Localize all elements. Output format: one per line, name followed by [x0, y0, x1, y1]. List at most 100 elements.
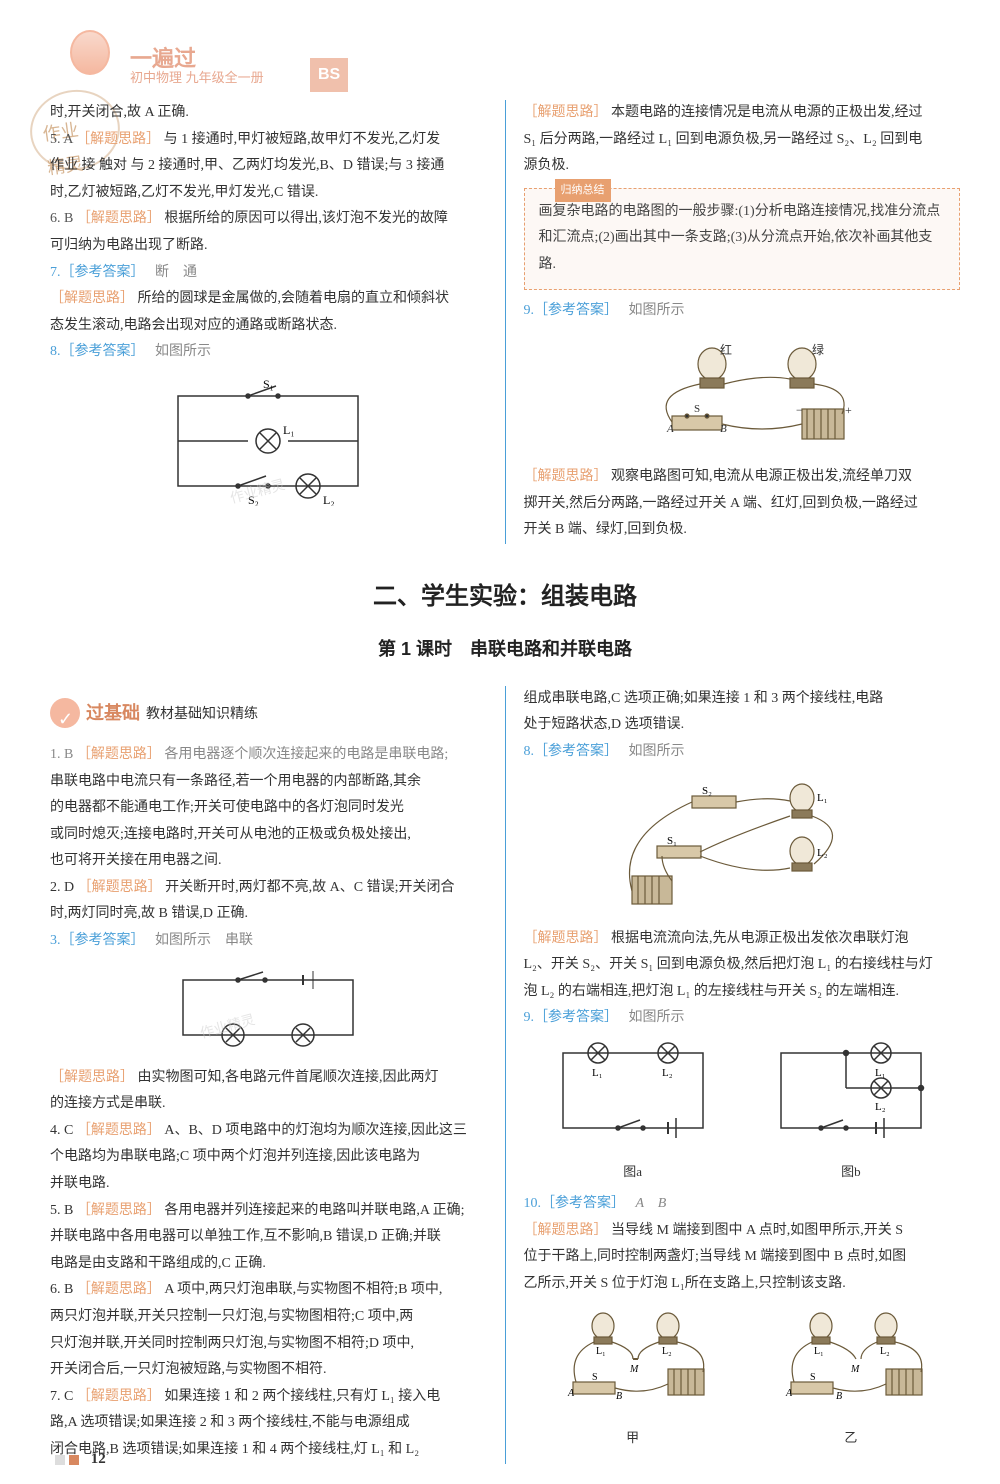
- dual-apparatus-figs: L₁ L₂ M A S B 甲: [524, 1304, 961, 1451]
- svg-text:M: M: [629, 1364, 639, 1375]
- circuit-diagram-3: [163, 965, 373, 1055]
- svg-text:S: S: [592, 1372, 598, 1383]
- text: 时,乙灯被短路,乙灯不发光,甲灯发光,C 错误.: [50, 180, 487, 207]
- svg-text:A: A: [567, 1388, 575, 1399]
- item-9: 9.［参考答案］ 如图所示: [524, 298, 961, 325]
- svg-text:M: M: [850, 1364, 860, 1375]
- svg-text:B: B: [616, 1391, 622, 1402]
- svg-text:−: −: [796, 403, 803, 417]
- text: 时,两灯同时亮,故 B 错误,D 正确.: [50, 901, 487, 928]
- basics-sub: 教材基础知识精练: [146, 700, 258, 727]
- svg-text:L₂: L₂: [875, 1101, 886, 1113]
- svg-text:L₂: L₂: [662, 1346, 672, 1357]
- text: 可归纳为电路出现了断路.: [50, 233, 487, 260]
- think-10: ［解题思路］ 当导线 M 端接到图中 A 点时,如图甲所示,开关 S: [524, 1218, 961, 1245]
- apparatus-jia: L₁ L₂ M A S B: [538, 1304, 728, 1414]
- circuit-a: L₁ L₂: [548, 1038, 718, 1148]
- text: 开关 B 端、绿灯,回到负极.: [524, 517, 961, 544]
- apparatus-yi: L₁ L₂ M A S B: [756, 1304, 946, 1414]
- fig-b: L₁ L₂ 图b: [766, 1038, 936, 1185]
- text: 并联电路中各用电器可以单独工作,互不影响,B 错误,D 正确;并联: [50, 1224, 487, 1251]
- text: 的连接方式是串联.: [50, 1091, 487, 1118]
- left-column-2: ✓ 过基础 教材基础知识精练 1. B ［解题思路］ 各用电器逐个顺次连接起来的…: [50, 686, 487, 1464]
- circuit-b: L₁ L₂: [766, 1038, 936, 1148]
- column-divider: [505, 686, 506, 1464]
- item-8: 8.［参考答案］ 如图所示: [50, 339, 487, 366]
- text: 位于干路上,同时控制两盏灯;当导线 M 端接到图中 B 点时,如图: [524, 1244, 961, 1271]
- think-9: ［解题思路］ 观察电路图可知,电流从电源正极出发,流经单刀双: [524, 464, 961, 491]
- right-column-2: 组成串联电路,C 选项正确;如果连接 1 和 3 两个接线柱,电路 处于短路状态…: [524, 686, 961, 1464]
- text: 组成串联电路,C 选项正确;如果连接 1 和 3 两个接线柱,电路: [524, 686, 961, 713]
- basics-title: 过基础: [86, 696, 140, 730]
- text: 路,A 选项错误;如果连接 2 和 3 两个接线柱,不能与电源组成: [50, 1410, 487, 1437]
- circuit-diagram-1: S₁ L₁ S₂ L₂: [148, 376, 388, 506]
- fig-jia: L₁ L₂ M A S B 甲: [538, 1304, 728, 1451]
- page-number: 12: [55, 1445, 106, 1474]
- fig-yi-label: 乙: [756, 1426, 946, 1451]
- svg-text:L₁: L₁: [814, 1346, 824, 1357]
- svg-text:L₁: L₁: [817, 792, 828, 804]
- label-l1: L₁: [283, 423, 295, 437]
- summary-box: 归纳总结 画复杂电路的电路图的一般步骤:(1)分析电路连接情况,找准分流点和汇流…: [524, 188, 961, 290]
- fig-yi: L₁ L₂ M A S B 乙: [756, 1304, 946, 1451]
- text: L₂、开关 S₂、开关 S₁ 回到电源负极,然后把灯泡 L₁ 的右接线柱与灯: [524, 952, 961, 979]
- item-10: 10.［参考答案］ A B: [524, 1191, 961, 1218]
- fig-a-label: 图a: [548, 1160, 718, 1185]
- svg-text:L₂: L₂: [817, 847, 828, 859]
- item-3: 3.［参考答案］ 如图所示 串联: [50, 928, 487, 955]
- balloon-icon: [70, 30, 120, 85]
- bs-tag: BS: [310, 58, 348, 92]
- page: 一遍过 初中物理 九年级全一册 BS 作业精灵 时,开关闭合,故 A 正确. 5…: [0, 0, 1000, 1484]
- svg-text:A: A: [785, 1388, 793, 1399]
- bottom-columns: ✓ 过基础 教材基础知识精练 1. B ［解题思路］ 各用电器逐个顺次连接起来的…: [50, 686, 960, 1464]
- svg-text:L₁: L₁: [592, 1067, 603, 1079]
- item-4: 4. C ［解题思路］ A、B、D 项电路中的灯泡均为顺次连接,因此这三: [50, 1118, 487, 1145]
- text: 乙所示,开关 S 位于灯泡 L₁所在支路上,只控制该支路.: [524, 1271, 961, 1298]
- text: 泡 L₂ 的右端相连,把灯泡 L₁ 的左接线柱与开关 S₂ 的左端相连.: [524, 979, 961, 1006]
- text: 源负极.: [524, 153, 961, 180]
- fig-jia-label: 甲: [538, 1426, 728, 1451]
- label-green: 绿: [812, 342, 824, 357]
- text: 掷开关,然后分两路,一路经过开关 A 端、红灯,回到负极,一路经过: [524, 491, 961, 518]
- item-2: 2. D ［解题思路］ 开关断开时,两灯都不亮,故 A、C 错误;开关闭合: [50, 875, 487, 902]
- svg-text:B: B: [720, 423, 727, 435]
- svg-text:L₂: L₂: [662, 1067, 673, 1079]
- label-l2: L₂: [323, 493, 335, 506]
- text: 个电路均为串联电路;C 项中两个灯泡并列连接,因此该电路为: [50, 1144, 487, 1171]
- svg-text:L₁: L₁: [875, 1067, 886, 1079]
- header-subtitle: 初中物理 九年级全一册: [130, 66, 264, 91]
- summary-text: 画复杂电路的电路图的一般步骤:(1)分析电路连接情况,找准分流点和汇流点;(2)…: [539, 199, 946, 279]
- label-red: 红: [720, 342, 732, 357]
- check-icon: ✓: [50, 698, 80, 728]
- text: 电路是由支路和干路组成的,C 正确.: [50, 1251, 487, 1278]
- text: 时,开关闭合,故 A 正确.: [50, 100, 487, 127]
- text: 开关闭合后,一只灯泡被短路,与实物图不相符.: [50, 1357, 487, 1384]
- text: 两只灯泡并联,开关只控制一只灯泡,与实物图相符;C 项中,两: [50, 1304, 487, 1331]
- svg-text:L₁: L₁: [596, 1346, 606, 1357]
- top-columns: 时,开关闭合,故 A 正确. 5. A ［解题思路］ 与 1 接通时,甲灯被短路…: [50, 100, 960, 544]
- text: 作业 接 触对 与 2 接通时,甲、乙两灯均发光,B、D 错误;与 3 接通: [50, 153, 487, 180]
- item-6: 6. B ［解题思路］ 根据所给的原因可以得出,该灯泡不发光的故障: [50, 206, 487, 233]
- svg-text:S: S: [694, 403, 700, 415]
- item-8b: 8.［参考答案］ 如图所示: [524, 739, 961, 766]
- label-s2: S₂: [248, 493, 259, 506]
- fig-a: L₁ L₂ 图a: [548, 1038, 718, 1185]
- text: 并联电路.: [50, 1171, 487, 1198]
- column-divider: [505, 100, 506, 544]
- right-column-1: ［解题思路］ 本题电路的连接情况是电流从电源的正极出发,经过 S₁ 后分两路,一…: [524, 100, 961, 544]
- svg-text:+: +: [845, 403, 852, 417]
- left-column-1: 时,开关闭合,故 A 正确. 5. A ［解题思路］ 与 1 接通时,甲灯被短路…: [50, 100, 487, 544]
- label-s1: S₁: [263, 377, 274, 391]
- item-1: 1. B ［解题思路］ 各用电器逐个顺次连接起来的电路是串联电路;: [50, 742, 487, 769]
- fig-b-label: 图b: [766, 1160, 936, 1185]
- svg-text:B: B: [836, 1391, 842, 1402]
- text: 闭合电路,B 选项错误;如果连接 1 和 4 两个接线柱,灯 L₁ 和 L₂: [50, 1437, 487, 1464]
- text: 的电器都不能通电工作;开关可使电路中的各灯泡同时发光: [50, 795, 487, 822]
- item-7-think: ［解题思路］ 所给的圆球是金属做的,会随着电扇的直立和倾斜状: [50, 286, 487, 313]
- text: 只灯泡并联,开关同时控制两只灯泡,与实物图不相符;D 项中,: [50, 1331, 487, 1358]
- svg-text:L₂: L₂: [880, 1346, 890, 1357]
- text: 也可将开关接在用电器之间.: [50, 848, 487, 875]
- text: 串联电路中电流只有一条路径,若一个用电器的内部断路,其余: [50, 769, 487, 796]
- summary-tag: 归纳总结: [555, 179, 611, 202]
- svg-text:S: S: [810, 1372, 816, 1383]
